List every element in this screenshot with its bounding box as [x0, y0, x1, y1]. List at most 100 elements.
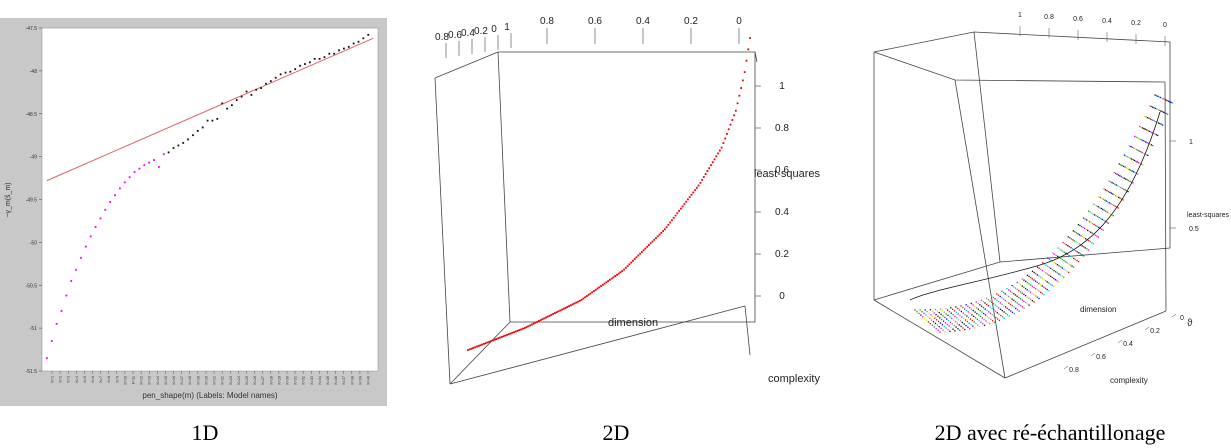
- data-point: [1071, 256, 1073, 259]
- data-point: [953, 310, 956, 312]
- data-point: [1118, 186, 1120, 188]
- data-point: [935, 313, 937, 316]
- data-point: [951, 308, 954, 311]
- top-tick-label: 0.6: [1073, 16, 1083, 23]
- data-point: [1040, 276, 1042, 278]
- x-tick-label: K=3: [67, 376, 71, 383]
- data-point: [504, 334, 507, 337]
- data-point: [216, 117, 219, 120]
- data-point: [1050, 259, 1052, 261]
- data-point: [1127, 168, 1129, 170]
- x-tick-label: K=32: [302, 376, 306, 385]
- data-point: [1038, 267, 1040, 269]
- complexity-tick: [1171, 313, 1177, 318]
- data-point: [1170, 101, 1172, 104]
- data-point: [600, 285, 602, 287]
- data-point: [999, 302, 1001, 304]
- data-point: [1024, 280, 1027, 283]
- data-point: [1073, 257, 1075, 260]
- data-point: [626, 265, 629, 267]
- data-point: [920, 314, 922, 316]
- data-point: [1155, 120, 1157, 123]
- data-point: [660, 231, 663, 234]
- data-point: [1023, 293, 1025, 296]
- data-point: [1093, 203, 1095, 205]
- data-point: [1033, 286, 1035, 289]
- data-point: [1135, 136, 1137, 138]
- data-point: [616, 273, 618, 276]
- data-point: [1079, 253, 1082, 255]
- data-point: [687, 198, 689, 201]
- data-point: [974, 305, 976, 307]
- data-point: [1149, 143, 1151, 145]
- data-point: [1068, 254, 1070, 257]
- data-point: [962, 312, 964, 314]
- data-point: [936, 324, 939, 326]
- data-point: [347, 45, 350, 48]
- data-point: [946, 323, 948, 326]
- data-point: [956, 322, 958, 324]
- data-point: [933, 326, 935, 328]
- data-point: [1149, 105, 1151, 107]
- top-left-tick-label: 0.8: [435, 32, 449, 43]
- data-point: [984, 302, 986, 304]
- data-point: [1038, 297, 1040, 300]
- data-point: [1020, 305, 1022, 307]
- data-point: [162, 153, 165, 155]
- data-point: [1085, 219, 1088, 221]
- data-point: [973, 321, 975, 323]
- data-point: [699, 181, 702, 184]
- data-point: [1036, 281, 1038, 284]
- data-point: [490, 340, 492, 342]
- data-point: [594, 288, 597, 291]
- data-point: [1134, 171, 1136, 174]
- fit-line: [46, 37, 374, 182]
- data-point: [1026, 289, 1028, 291]
- data-point: [1088, 221, 1091, 223]
- data-point: [628, 263, 631, 266]
- data-point: [1075, 232, 1078, 234]
- data-point: [1094, 234, 1096, 236]
- data-point: [1082, 255, 1085, 257]
- data-point: [658, 233, 661, 236]
- data-point: [972, 325, 974, 327]
- top-tick-label: 0.4: [1102, 18, 1112, 25]
- data-point: [1021, 299, 1023, 301]
- complexity-tick: [1090, 352, 1096, 357]
- data-point: [738, 94, 741, 97]
- data-point: [988, 311, 990, 313]
- data-point: [914, 309, 916, 311]
- data-point: [1038, 290, 1040, 292]
- data-point: [1065, 261, 1067, 263]
- data-point: [1132, 159, 1134, 161]
- data-point: [1033, 271, 1035, 274]
- data-point: [304, 63, 306, 65]
- data-point: [1128, 145, 1131, 147]
- data-point: [1045, 272, 1047, 274]
- data-point: [946, 309, 949, 311]
- data-point: [621, 270, 624, 272]
- data-point: [1089, 211, 1091, 213]
- data-point: [704, 173, 707, 175]
- data-point: [584, 296, 586, 299]
- data-point: [1092, 223, 1094, 225]
- data-point: [187, 138, 189, 141]
- data-point: [1071, 265, 1073, 267]
- data-point: [1014, 301, 1017, 303]
- data-point: [559, 309, 562, 312]
- data-point: [1024, 294, 1027, 297]
- data-point: [1040, 268, 1042, 271]
- data-point: [1100, 207, 1102, 210]
- data-point: [1095, 215, 1097, 217]
- data-point: [924, 309, 926, 311]
- data-point: [940, 313, 942, 315]
- data-point: [1124, 166, 1126, 168]
- data-point: [500, 336, 503, 338]
- data-point: [1006, 287, 1008, 290]
- data-point: [987, 299, 989, 301]
- data-point: [1135, 148, 1138, 151]
- data-point: [1156, 121, 1158, 123]
- data-point: [955, 326, 957, 328]
- data-point: [255, 88, 258, 91]
- top-tick-label: 0.4: [636, 16, 650, 27]
